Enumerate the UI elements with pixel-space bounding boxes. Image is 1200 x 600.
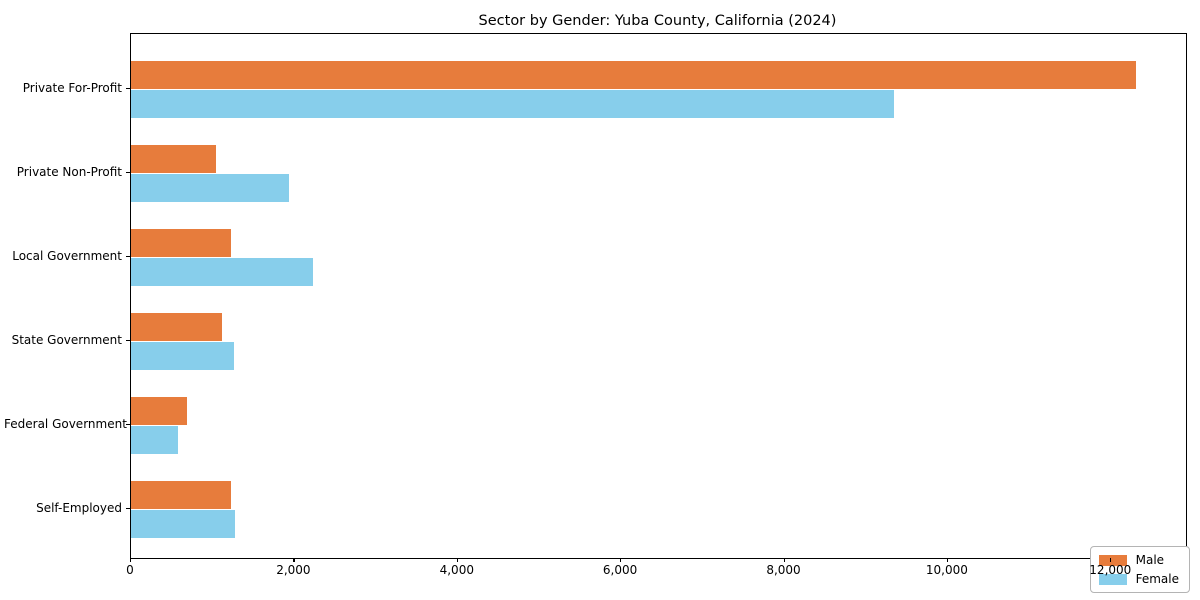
y-axis-tick [126, 424, 130, 426]
legend-item-female: Female [1098, 572, 1179, 586]
y-axis-category-label: Federal Government [4, 417, 127, 431]
legend-label: Female [1135, 572, 1179, 586]
legend-item-male: Male [1098, 553, 1179, 567]
x-axis-tick-label: 8,000 [766, 563, 801, 577]
bar-male-5 [131, 481, 232, 509]
y-axis-category-label: State Government [11, 333, 122, 347]
y-axis-category-label: Self-Employed [36, 501, 122, 515]
bar-male-4 [131, 397, 188, 425]
x-axis-tick [946, 558, 949, 562]
x-axis-tick [130, 558, 132, 562]
x-axis-tick [620, 558, 622, 562]
bar-female-3 [131, 342, 234, 370]
chart-title: Sector by Gender: Yuba County, Californi… [478, 13, 837, 29]
bar-male-2 [131, 229, 232, 257]
legend: Male Female [1089, 546, 1190, 593]
y-axis-tick [126, 172, 130, 174]
bar-female-4 [131, 426, 178, 454]
legend-swatch-female [1098, 573, 1127, 585]
legend-label: Male [1135, 553, 1165, 567]
x-axis-tick-label: 12,000 [1089, 563, 1132, 577]
bar-male-1 [131, 145, 216, 173]
x-axis-tick-label: 2,000 [276, 563, 311, 577]
bar-female-1 [131, 174, 289, 202]
plot-area [130, 33, 1187, 559]
x-axis-tick-label: 6,000 [602, 563, 638, 577]
x-axis-tick [783, 558, 785, 562]
bar-female-0 [131, 90, 894, 118]
y-axis-tick [126, 256, 130, 258]
y-axis-tick [126, 508, 130, 510]
bar-female-5 [131, 510, 235, 538]
y-axis-tick [126, 88, 130, 90]
bar-male-0 [131, 61, 1136, 89]
y-axis-category-label: Private For-Profit [22, 81, 122, 95]
y-axis-category-label: Local Government [12, 249, 122, 263]
x-axis-tick-label: 0 [126, 563, 134, 577]
bar-male-3 [131, 313, 222, 341]
y-axis-tick [126, 340, 130, 342]
x-axis-tick [1110, 558, 1112, 562]
legend-swatch-male [1098, 554, 1127, 566]
x-axis-tick-label: 10,000 [925, 563, 968, 577]
x-axis-tick-label: 4,000 [439, 563, 474, 577]
y-axis-category-label: Private Non-Profit [16, 165, 122, 179]
x-axis-tick [293, 558, 295, 562]
x-axis-tick [456, 558, 458, 562]
bar-female-2 [131, 258, 314, 286]
